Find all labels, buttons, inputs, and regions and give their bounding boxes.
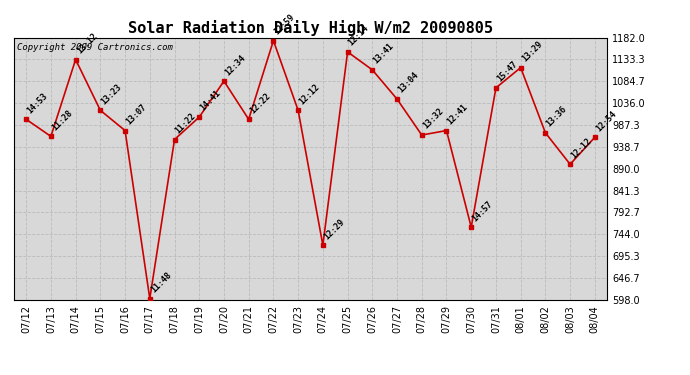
Text: 12:12: 12:12 (569, 136, 593, 160)
Text: 14:53: 14:53 (26, 91, 50, 115)
Text: 14:41: 14:41 (199, 89, 222, 113)
Text: 12:29: 12:29 (322, 217, 346, 241)
Text: 12:41: 12:41 (446, 102, 470, 126)
Text: 11:48: 11:48 (149, 270, 173, 294)
Text: 12:22: 12:22 (248, 91, 272, 115)
Text: 13:29: 13:29 (520, 39, 544, 63)
Text: 13:23: 13:23 (99, 82, 124, 106)
Title: Solar Radiation Daily High W/m2 20090805: Solar Radiation Daily High W/m2 20090805 (128, 20, 493, 36)
Text: 12:12: 12:12 (297, 82, 322, 106)
Text: 13:36: 13:36 (544, 105, 569, 129)
Text: 11:22: 11:22 (174, 111, 198, 135)
Text: 12:59: 12:59 (273, 12, 297, 36)
Text: 12:34: 12:34 (223, 53, 247, 77)
Text: 12:14: 12:14 (347, 24, 371, 48)
Text: 12:54: 12:54 (594, 109, 618, 133)
Text: 13:41: 13:41 (371, 42, 395, 66)
Text: 11:28: 11:28 (50, 108, 74, 132)
Text: 14:57: 14:57 (471, 199, 495, 223)
Text: 13:04: 13:04 (396, 71, 420, 95)
Text: 13:32: 13:32 (421, 107, 445, 131)
Text: 13:07: 13:07 (124, 102, 148, 126)
Text: 15:47: 15:47 (495, 60, 519, 84)
Text: Copyright 2009 Cartronics.com: Copyright 2009 Cartronics.com (17, 43, 172, 52)
Text: 13:12: 13:12 (75, 32, 99, 56)
